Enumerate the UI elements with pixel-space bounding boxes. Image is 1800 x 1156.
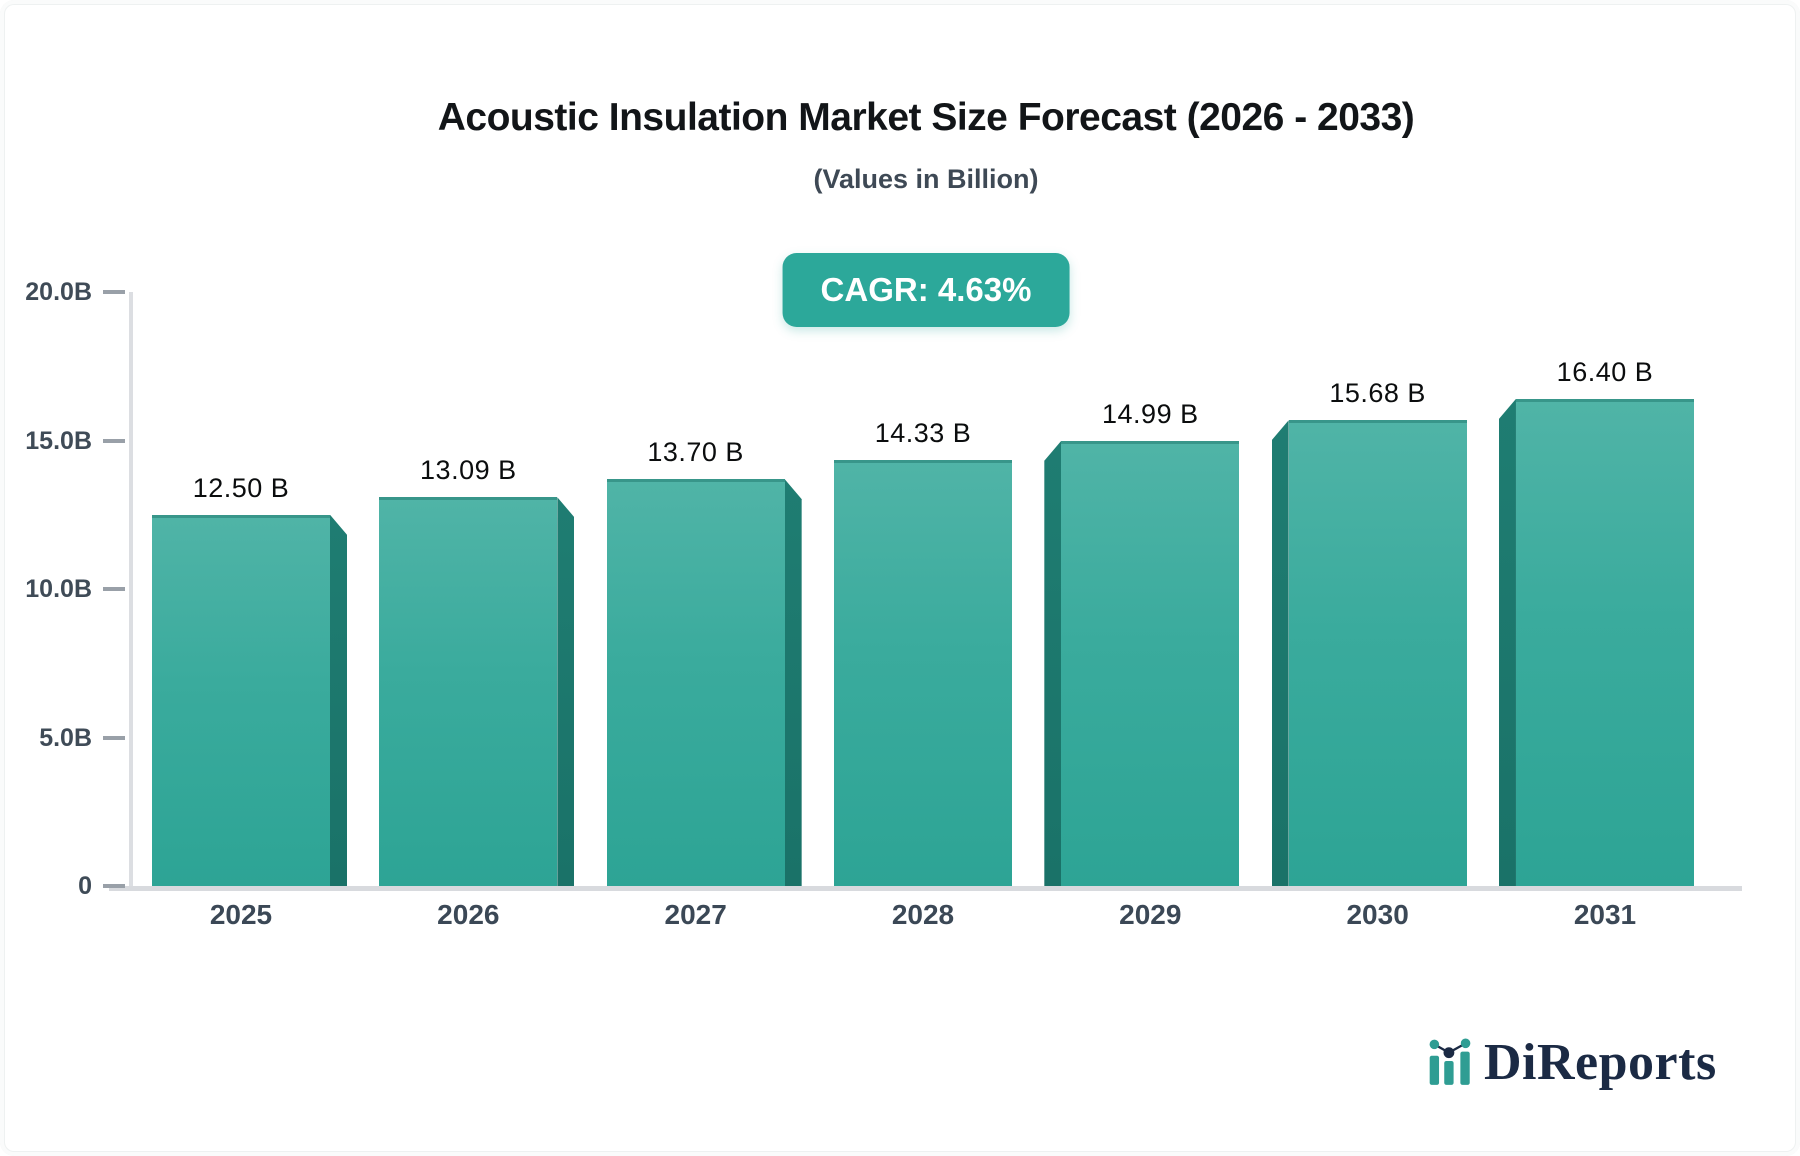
bar-value-label: 13.70 B bbox=[647, 437, 744, 468]
bar bbox=[606, 479, 785, 886]
bar-value-label: 14.99 B bbox=[1102, 398, 1199, 429]
bar-side-shadow bbox=[1271, 420, 1289, 886]
x-axis-label: 2030 bbox=[1346, 899, 1409, 930]
x-axis-label: 2027 bbox=[664, 899, 727, 930]
y-axis-line bbox=[129, 292, 133, 886]
y-tick-dash bbox=[103, 587, 125, 591]
chart-subtitle: (Values in Billion) bbox=[813, 164, 1039, 194]
bar bbox=[379, 497, 558, 886]
bar bbox=[1061, 440, 1240, 886]
x-axis-label: 2029 bbox=[1119, 899, 1182, 930]
bar-side-shadow bbox=[784, 479, 802, 886]
bar-value-label: 14.33 B bbox=[874, 418, 972, 449]
y-tick-label: 15.0B bbox=[25, 426, 92, 455]
bar bbox=[1288, 420, 1467, 886]
y-tick-dash bbox=[103, 735, 125, 740]
x-axis-label: 2028 bbox=[891, 899, 955, 930]
bar-side-shadow bbox=[330, 514, 347, 886]
y-tick-dash bbox=[103, 290, 125, 294]
bar-value-label: 16.40 B bbox=[1556, 356, 1654, 387]
cagr-badge: CAGR: 4.63% bbox=[782, 253, 1070, 327]
bar-value-label: 12.50 B bbox=[192, 472, 290, 503]
bar-side-shadow bbox=[1044, 440, 1062, 886]
bar-side-shadow bbox=[1498, 398, 1516, 886]
bar bbox=[152, 514, 330, 886]
brand-name: DiReports bbox=[1484, 1034, 1717, 1091]
bar-chart-logo-icon bbox=[1428, 1035, 1474, 1092]
bar-value-label: 13.09 B bbox=[420, 455, 517, 486]
y-tick-label: 20.0B bbox=[25, 278, 92, 306]
bar bbox=[1515, 398, 1694, 886]
y-tick-label: 5.0B bbox=[39, 723, 92, 752]
bar-value-label: 15.68 B bbox=[1329, 378, 1426, 409]
y-tick-dash bbox=[103, 438, 125, 443]
x-axis-label: 2031 bbox=[1573, 899, 1637, 930]
bar bbox=[833, 460, 1012, 886]
x-axis-baseline bbox=[109, 886, 1742, 891]
brand-logo: DiReports bbox=[1428, 1028, 1717, 1098]
y-tick-label: 10.0B bbox=[25, 575, 92, 603]
x-axis-label: 2025 bbox=[209, 899, 273, 930]
chart-title: Acoustic Insulation Market Size Forecast… bbox=[437, 96, 1415, 139]
y-tick-label: 0 bbox=[78, 872, 92, 900]
y-tick-dash bbox=[103, 884, 125, 888]
x-axis-label: 2026 bbox=[437, 899, 500, 930]
bar-side-shadow bbox=[557, 497, 575, 886]
